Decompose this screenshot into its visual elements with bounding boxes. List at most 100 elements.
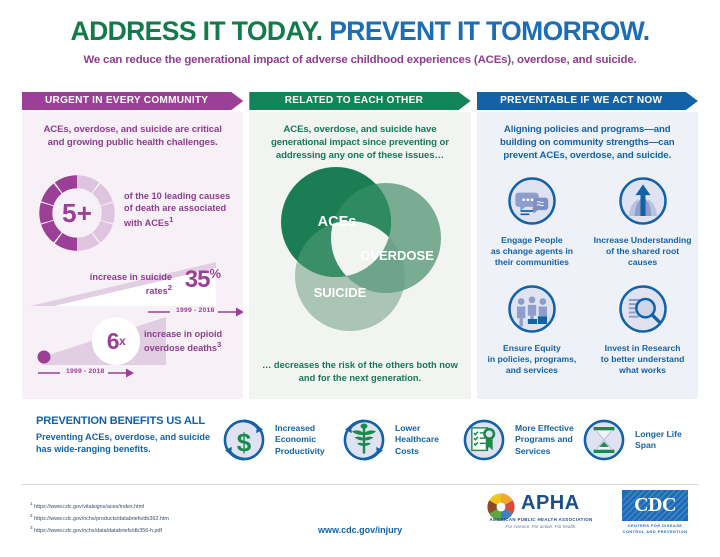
timeline-arrow-opioid: [38, 368, 134, 378]
page-header: ADDRESS IT TODAY. PREVENT IT TOMORROW. W…: [0, 0, 720, 66]
banner-related: RELATED TO EACH OTHER: [249, 92, 470, 110]
benefit-more-effective-programs[interactable]: More Effective Programs and Services: [458, 408, 578, 472]
benefit-label: Lower Healthcare Costs: [395, 422, 439, 456]
panel-urgent: ACEs, overdose, and suicide are critical…: [22, 112, 244, 399]
benefit-lower-healthcare-costs[interactable]: Lower Healthcare Costs: [338, 408, 458, 472]
footnote-url: https://www.cdc.gov/nchs/data/databriefs…: [34, 527, 163, 534]
upward-arrows-icon: [618, 177, 667, 225]
caduceus-icon: [343, 419, 385, 461]
footnote-item[interactable]: 2 https://www.cdc.gov/nchs/products/data…: [30, 512, 169, 524]
benefit-increased-economic-productivity[interactable]: $ Increased Economic Productivity: [218, 408, 338, 472]
pillar-subtitle: in policies, programs, and services: [487, 353, 577, 375]
footnote-marker: 2: [30, 512, 33, 518]
panel-preventable: Aligning policies and programs—and build…: [476, 112, 698, 399]
pillars-grid: Engage People as change agents in their …: [477, 174, 698, 389]
related-lead-text: ACEs, overdose, and suicide have generat…: [270, 124, 449, 162]
pillar-title: Engage People: [501, 235, 563, 245]
column-urgent: URGENT IN EVERY COMMUNITY ACEs, overdose…: [22, 92, 244, 399]
stat-opioid-number: 6: [106, 327, 120, 354]
stat-opioid-circle: [92, 317, 140, 365]
svg-text:$: $: [237, 427, 252, 457]
cdc-wordmark: CDC: [634, 494, 676, 516]
benefit-label: Increased Economic Productivity: [275, 422, 325, 456]
column-preventable: PREVENTABLE IF WE ACT NOW Aligning polic…: [476, 92, 698, 399]
hourglass-icon: [583, 419, 625, 461]
footnote-item[interactable]: 3 https://www.cdc.gov/nchs/data/databrie…: [30, 524, 169, 536]
page-title: ADDRESS IT TODAY. PREVENT IT TOMORROW.: [0, 18, 720, 45]
pillar-subtitle: as change agents in their communities: [490, 246, 573, 268]
stat-suicide-label: increase in suicide rates2: [88, 271, 172, 298]
pillar-engage-people[interactable]: Engage People as change agents in their …: [477, 174, 588, 282]
equity-people-icon: [508, 284, 556, 333]
cdc-stripes-icon: [622, 490, 688, 521]
pillar-increase-understanding[interactable]: Increase Understanding of the shared roo…: [587, 174, 698, 282]
donut-caption-text: of the 10 leading causes of death are as…: [124, 191, 231, 228]
donut-center-label: 5+: [62, 198, 92, 228]
stat-opioid-footnote: 3: [217, 340, 222, 350]
stat-suicide-value: 35%: [184, 266, 221, 294]
column-related: RELATED TO EACH OTHER ACEs, overdose, an…: [249, 92, 471, 399]
donut-caption-footnote: 1: [169, 214, 174, 224]
cdc-injury-url[interactable]: www.cdc.gov/injury: [318, 525, 403, 535]
benefit-label: More Effective Programs and Services: [515, 422, 574, 456]
stat-suicide-footnote: 2: [167, 283, 172, 293]
stat-opioid-label: increase in opioid overdose deaths3: [144, 328, 243, 355]
page-title-part2: PREVENT IT TOMORROW.: [329, 16, 650, 46]
cdc-line2: CONTROL AND PREVENTION: [622, 529, 688, 534]
urgent-lead-text: ACEs, overdose, and suicide are critical…: [43, 124, 222, 149]
footnote-url: https://www.cdc.gov/vitalsigns/aces/inde…: [34, 503, 145, 510]
footnote-item[interactable]: 1 https://www.cdc.gov/vitalsigns/aces/in…: [30, 500, 169, 512]
pillar-subtitle: of the shared root causes: [606, 246, 680, 268]
checklist-award-icon: [463, 419, 505, 461]
banner-urgent: URGENT IN EVERY COMMUNITY: [22, 92, 243, 110]
stat-suicide-period: 1999 - 2018: [176, 307, 215, 314]
donut-caption: of the 10 leading causes of death are as…: [124, 190, 236, 229]
donut-chart-icon: 5+: [39, 175, 115, 251]
page-subtitle: We can reduce the generational impact of…: [83, 53, 637, 66]
pillar-invest-in-research[interactable]: Invest in Research to better understand …: [587, 282, 698, 390]
benefits-header: PREVENTION BENEFITS US ALL Preventing AC…: [36, 415, 221, 456]
speech-bubbles-icon: [508, 177, 556, 225]
apha-line1: AMERICAN PUBLIC HEALTH ASSOCIATION: [489, 517, 593, 522]
benefits-title: PREVENTION BENEFITS US ALL: [36, 415, 206, 427]
stat-opioid-unit: x: [119, 334, 126, 348]
benefits-items: $ Increased Economic Productivity: [218, 408, 698, 472]
stat-suicide-unit: %: [209, 266, 221, 281]
footnote-marker: 1: [30, 501, 33, 506]
preventable-lead-text: Aligning policies and programs—and build…: [499, 124, 675, 162]
panel-related: ACEs, overdose, and suicide have generat…: [249, 112, 471, 399]
cdc-logo: CDC CENTERS FOR DISEASE CONTROL AND PREV…: [622, 490, 694, 536]
banner-preventable: PREVENTABLE IF WE ACT NOW: [477, 92, 698, 110]
related-footer-text: … decreases the risk of the others both …: [262, 359, 458, 383]
venn-label-suicide: SUICIDE: [314, 285, 367, 300]
footnote-marker: 3: [30, 524, 33, 530]
apha-logo: APHA AMERICAN PUBLIC HEALTH ASSOCIATION …: [485, 490, 597, 536]
timeline-arrow-suicide: [148, 307, 244, 317]
pillar-title: Ensure Equity: [503, 342, 561, 353]
stat-opioid-label-text: increase in opioid overdose deaths: [144, 329, 223, 354]
venn-label-aces: ACEs: [318, 214, 357, 230]
stat-suicide-group: increase in suicide rates2 35% 1999 - 20…: [30, 262, 244, 317]
footer-divider: [22, 484, 698, 485]
venn-diagram-icon: ACEs OVERDOSE SUICIDE: [280, 167, 441, 331]
page-title-part1: ADDRESS IT TODAY.: [70, 16, 324, 46]
magnifier-document-icon: [618, 284, 667, 333]
footnote-url: https://www.cdc.gov/nchs/products/databr…: [34, 515, 169, 522]
benefits-section: PREVENTION BENEFITS US ALL Preventing AC…: [22, 404, 698, 476]
growth-wedge-shape: [30, 262, 216, 306]
stat-opioid-period: 1999 - 2018: [66, 368, 105, 375]
benefits-subtitle: Preventing ACEs, overdose, and suicide h…: [36, 432, 211, 455]
columns-container: URGENT IN EVERY COMMUNITY ACEs, overdose…: [22, 92, 698, 399]
pillar-ensure-equity[interactable]: Ensure Equity in policies, programs, and…: [477, 282, 588, 390]
footnotes-list: 1 https://www.cdc.gov/vitalsigns/aces/in…: [30, 500, 169, 535]
pillar-title: Increase Understanding: [593, 235, 692, 245]
benefit-longer-life-span[interactable]: Longer Life Span: [578, 408, 698, 472]
dollar-sign-icon: $: [223, 419, 265, 461]
apha-wordmark: APHA: [521, 492, 580, 514]
apha-pinwheel-icon: [487, 493, 515, 521]
stat-suicide-number: 35: [184, 266, 211, 293]
cdc-line1: CENTERS FOR DISEASE: [627, 523, 683, 528]
